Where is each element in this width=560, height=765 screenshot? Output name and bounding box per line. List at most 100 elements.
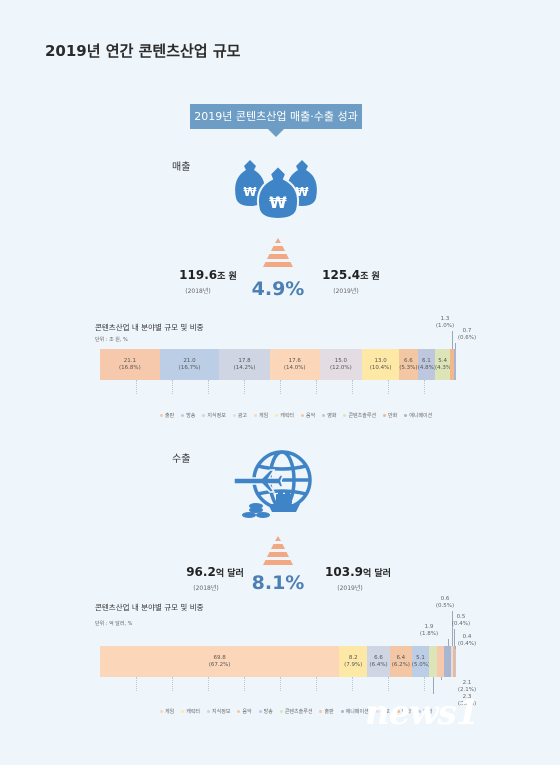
callout-share: (1.0%) bbox=[435, 323, 455, 329]
sales-label: 매출 bbox=[172, 162, 191, 173]
sales-2018-amount: 119.6조 원 bbox=[168, 268, 248, 282]
legend-label: 만화 bbox=[388, 413, 398, 419]
sales-2019-amount: 125.4조 원 bbox=[311, 268, 391, 282]
legend-item: 광고 bbox=[232, 413, 248, 419]
segment-value: 69.8 bbox=[213, 655, 226, 661]
legend-item: 콘텐츠솔루션 bbox=[343, 413, 376, 419]
sales-unit-note: 단위 : 조 원, % bbox=[95, 337, 128, 343]
segment-label: 21.1 (16.8%) bbox=[100, 358, 160, 372]
legend-swatch bbox=[404, 414, 408, 417]
segment-share: (5.3%) bbox=[399, 365, 418, 371]
segment-label: 17.8 (14.2%) bbox=[219, 358, 269, 372]
page-title: 2019년 연간 콘텐츠산업 규모 bbox=[45, 42, 241, 60]
legend-label: 게임 bbox=[165, 709, 175, 715]
callout-line bbox=[447, 639, 449, 646]
svg-text:₩: ₩ bbox=[269, 193, 287, 212]
segment-share: (7.9%) bbox=[344, 662, 363, 668]
bar-segment-10 bbox=[450, 349, 455, 380]
grid-line bbox=[208, 677, 209, 691]
legend-swatch bbox=[258, 710, 262, 713]
callout-line bbox=[455, 646, 457, 649]
legend-swatch bbox=[181, 710, 185, 713]
bar-segment-6 bbox=[429, 646, 438, 677]
banner-pointer bbox=[268, 129, 284, 137]
callout-value: 0.7 bbox=[462, 328, 472, 334]
bar-segment-7 bbox=[437, 646, 445, 677]
legend-item: 출판 bbox=[319, 709, 334, 715]
segment-value: 6.4 bbox=[396, 655, 406, 661]
bar-segment-11 bbox=[454, 646, 457, 677]
segment-label: 6.1 (4.8%) bbox=[418, 358, 436, 372]
bar-segment-5 bbox=[411, 646, 430, 677]
legend-label: 영화 bbox=[423, 709, 433, 715]
legend-label: 애니메이션 bbox=[345, 709, 369, 715]
callout-line bbox=[433, 677, 435, 694]
legend-swatch bbox=[322, 414, 326, 417]
segment-share: (4.3%) bbox=[435, 365, 454, 371]
segment-label: 5.4 (4.3%) bbox=[435, 358, 454, 372]
segment-label: 15.0 (12.0%) bbox=[320, 358, 363, 372]
callout-value: 2.3 bbox=[462, 694, 472, 700]
segment-label: 6.6 (6.4%) bbox=[367, 655, 390, 669]
legend-label: 광고 bbox=[380, 709, 390, 715]
legend-swatch bbox=[160, 710, 163, 713]
segment-share: (6.4%) bbox=[369, 662, 388, 668]
section-banner: 2019년 콘텐츠산업 매출·수출 성과 bbox=[190, 104, 362, 129]
grid-line bbox=[352, 677, 353, 691]
segment-value: 13.0 bbox=[374, 358, 387, 364]
sales-growth-rate: 4.9% bbox=[251, 278, 305, 300]
grid-line bbox=[172, 380, 173, 394]
segment-label: 6.4 (6.2%) bbox=[390, 655, 412, 669]
segment-value: 5.1 bbox=[416, 655, 425, 661]
bar-segment-9 bbox=[435, 349, 451, 380]
grid-line bbox=[424, 380, 425, 394]
callout-value: 0.5 bbox=[456, 614, 466, 620]
export-2018-unit: 억 달러 bbox=[215, 569, 244, 579]
legend-swatch bbox=[254, 414, 258, 417]
callout-share: (2.1%) bbox=[457, 687, 477, 693]
legend-label: 방송 bbox=[263, 709, 273, 715]
legend-item: 만화 bbox=[383, 413, 397, 419]
callout-label: 1.3 (1.0%) bbox=[430, 316, 460, 330]
export-label: 수출 bbox=[172, 454, 191, 465]
grid-line bbox=[316, 677, 317, 691]
legend-swatch bbox=[160, 414, 163, 417]
legend-label: 음악 bbox=[242, 709, 252, 715]
segment-value: 17.6 bbox=[288, 358, 301, 364]
legend-swatch bbox=[207, 710, 211, 713]
legend-label: 방송 bbox=[186, 413, 196, 419]
callout-line bbox=[455, 343, 456, 349]
sales-chart-title: 콘텐츠산업 내 분야별 규모 및 비중 bbox=[95, 323, 204, 332]
legend-label: 애니메이션 bbox=[409, 413, 433, 419]
sales-2018-value: 119.6 bbox=[179, 268, 218, 282]
legend-label: 출판 bbox=[165, 413, 175, 419]
money-bags-icon: ₩ ₩ ₩ bbox=[235, 160, 317, 220]
callout-label: 0.4 (0.4%) bbox=[452, 634, 482, 648]
grid-line bbox=[388, 677, 389, 691]
legend-swatch bbox=[383, 414, 387, 417]
segment-label: 5.1 (5.0%) bbox=[412, 655, 430, 669]
legend-label: 영화 bbox=[327, 413, 337, 419]
segment-value: 6.1 bbox=[422, 358, 431, 364]
callout-value: 0.6 bbox=[440, 596, 450, 602]
grid-line bbox=[172, 677, 173, 691]
segment-label: 13.0 (10.4%) bbox=[362, 358, 399, 372]
legend-item: 지식정보 bbox=[207, 709, 230, 715]
callout-value: 0.4 bbox=[462, 634, 472, 640]
callout-label: 2.3 (2.2%) bbox=[452, 694, 482, 708]
legend-label: 출판 bbox=[324, 709, 334, 715]
legend-swatch bbox=[319, 710, 323, 713]
export-2019-unit: 억 달러 bbox=[362, 569, 391, 579]
legend-label: 광고 bbox=[237, 413, 248, 419]
bar-segment-4 bbox=[269, 349, 321, 380]
legend-label: 지식정보 bbox=[207, 413, 226, 419]
sales-2019-value: 125.4 bbox=[322, 268, 361, 282]
bar-segment-5 bbox=[319, 349, 363, 380]
callout-share: (0.5%) bbox=[435, 603, 455, 609]
callout-line bbox=[453, 629, 455, 646]
bar-segment-2 bbox=[339, 646, 368, 677]
legend-item: 캐릭터 bbox=[275, 413, 294, 419]
segment-value: 15.0 bbox=[334, 358, 348, 364]
legend-item: 만화 bbox=[396, 709, 411, 715]
segment-share: (6.2%) bbox=[391, 662, 410, 668]
